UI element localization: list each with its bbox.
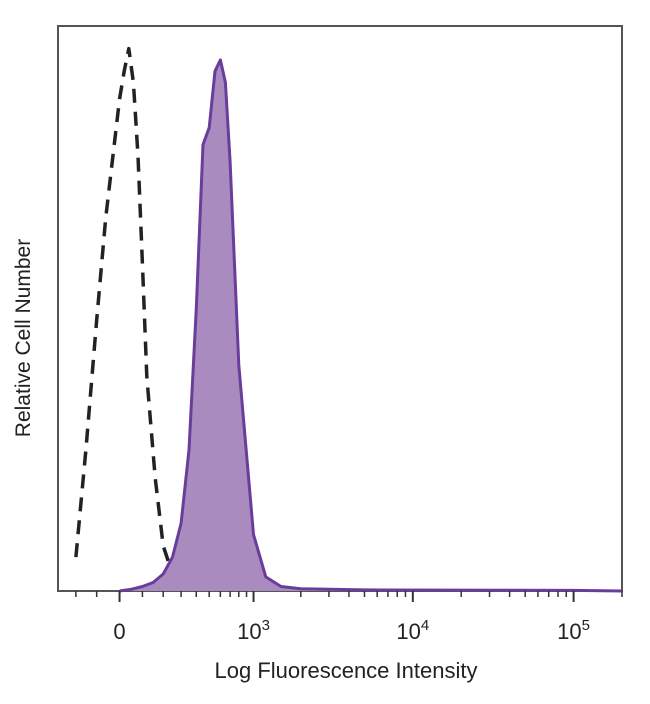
series-1-line bbox=[119, 58, 623, 593]
x-tick-label-1: 103 bbox=[237, 617, 270, 644]
series-0-dashed-line bbox=[74, 46, 183, 587]
x-tick-label-2: 104 bbox=[396, 617, 429, 644]
x-axis-label: Log Fluorescence Intensity bbox=[215, 658, 478, 683]
series-1-area bbox=[119, 59, 622, 591]
y-axis-label: Relative Cell Number bbox=[12, 239, 35, 437]
x-tick-label-3: 105 bbox=[557, 617, 590, 644]
x-tick-label-0: 0 bbox=[113, 619, 125, 644]
